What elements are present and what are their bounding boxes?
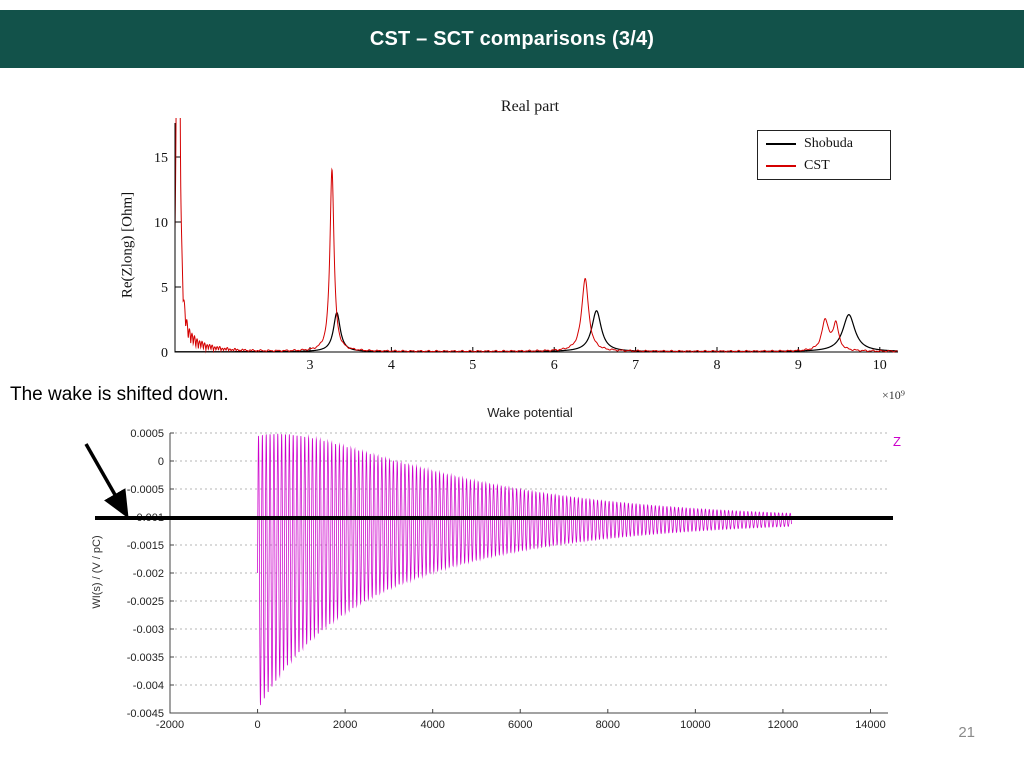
- page-number: 21: [958, 724, 975, 741]
- annotation-text: The wake is shifted down.: [10, 384, 229, 405]
- wake-legend-label: Z: [893, 434, 901, 449]
- slide-title: CST – SCT comparisons (3/4): [369, 27, 655, 50]
- wake-baseline-line: [95, 516, 893, 520]
- legend-entry-cst: CST: [766, 158, 882, 174]
- legend-entry-shobuda: Shobuda: [766, 136, 882, 152]
- legend-label-cst: CST: [804, 158, 830, 173]
- cst-line-swatch: [766, 165, 796, 167]
- x-axis-exponent-label: ×10⁹: [882, 388, 905, 402]
- legend-label-shobuda: Shobuda: [804, 136, 853, 151]
- wake-potential-chart: [85, 402, 945, 737]
- slide-header: CST – SCT comparisons (3/4): [0, 10, 1024, 68]
- real-part-legend: Shobuda CST: [757, 130, 891, 180]
- shobuda-line-swatch: [766, 143, 796, 145]
